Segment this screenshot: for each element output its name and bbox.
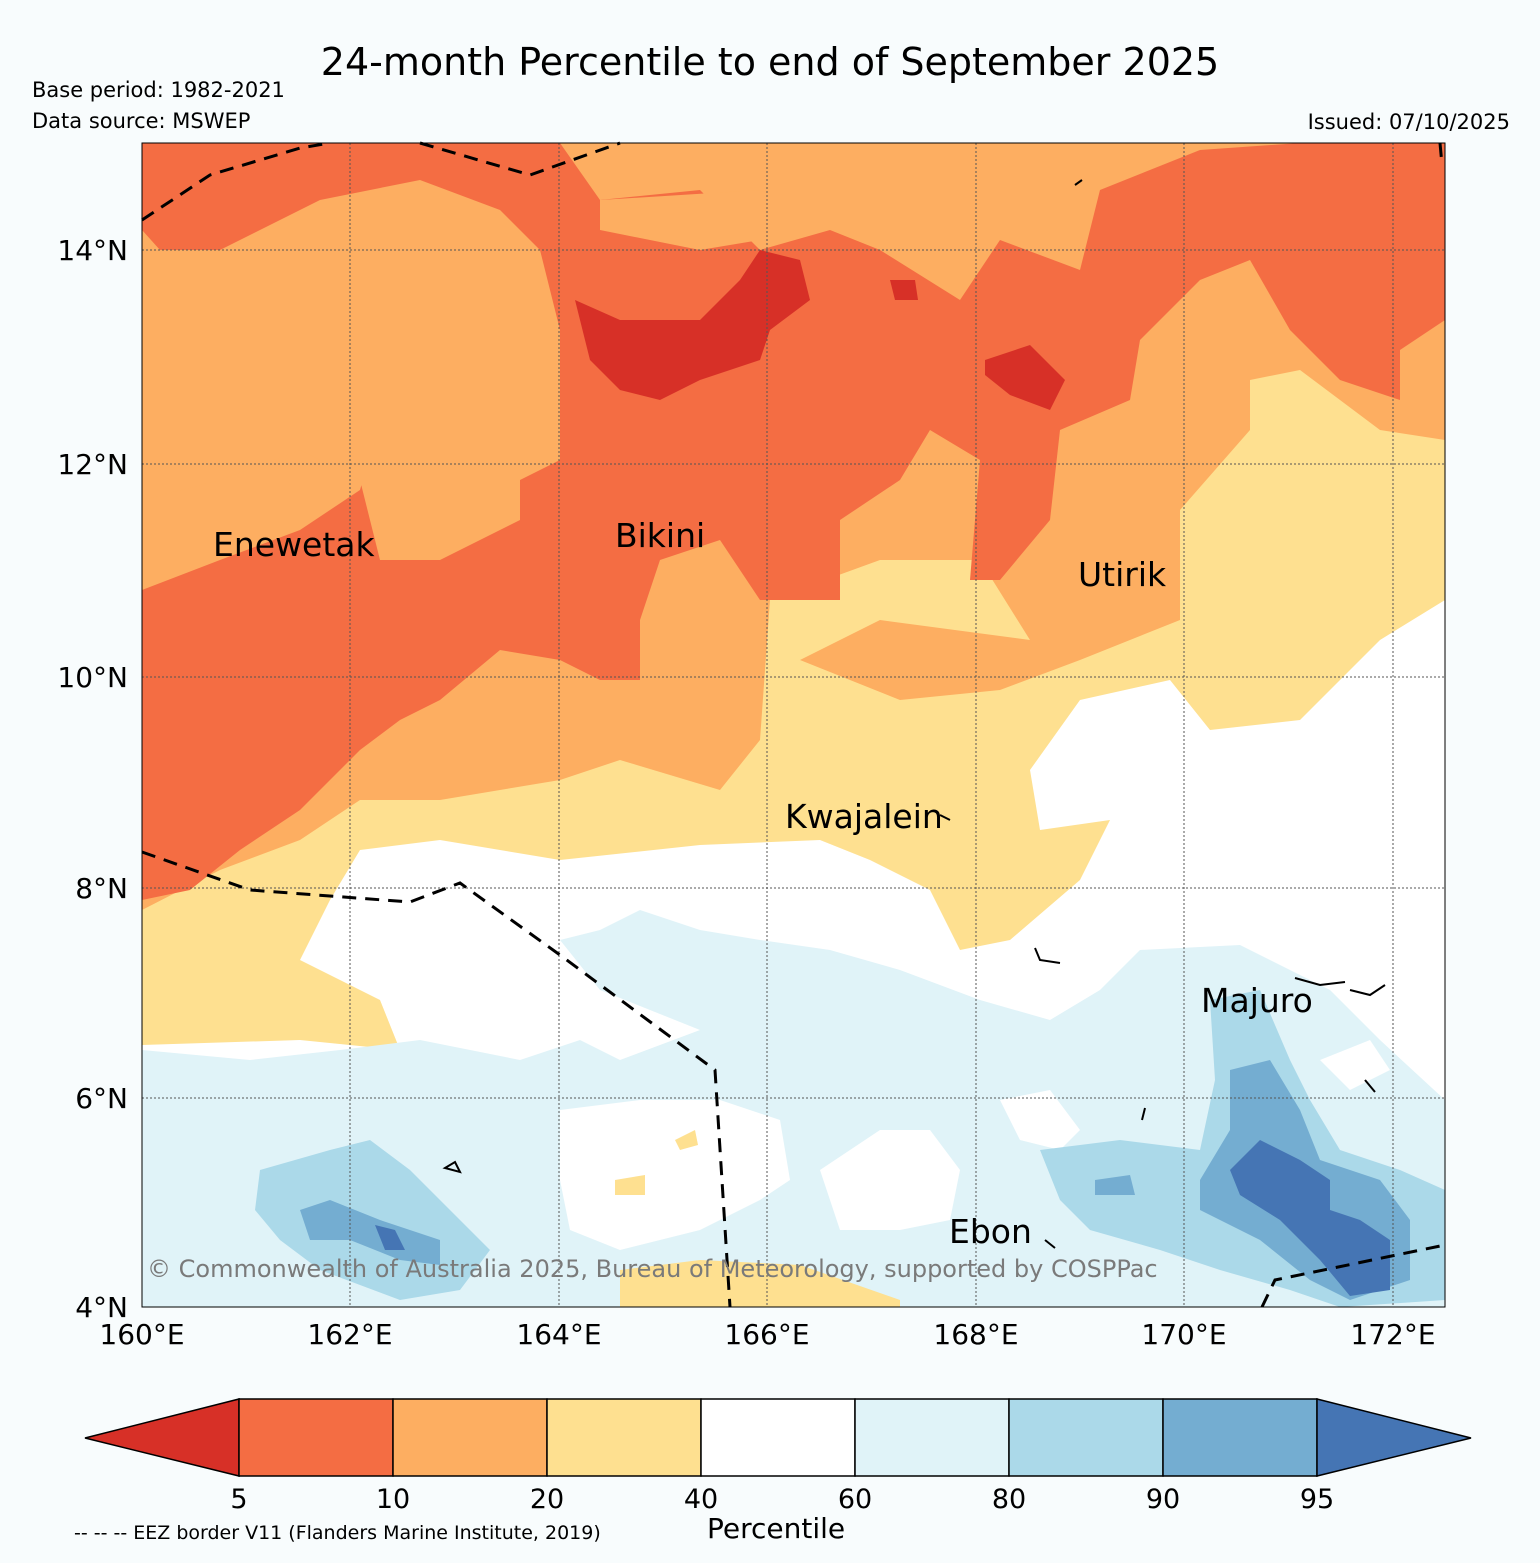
colorbar-label: Percentile [707, 1512, 846, 1545]
lon-tick: 172°E [1350, 1318, 1435, 1351]
place-label-enewetak: Enewetak [213, 525, 376, 564]
field-40-60-hole-b [820, 1130, 960, 1230]
field-20-40-patch-a [615, 1175, 645, 1195]
lat-tick: 8°N [75, 872, 128, 905]
field-90-95-patch [1095, 1175, 1135, 1195]
field-lt5-b [985, 345, 1065, 410]
graticule [142, 143, 1445, 1307]
colorbar-seg-20-40 [546, 1398, 702, 1477]
colorbar-tick: 90 [1146, 1484, 1180, 1515]
field-10-20-patch [600, 190, 760, 250]
field-90-95-west [300, 1200, 440, 1265]
lat-tick: 4°N [75, 1291, 128, 1324]
page-title: 24-month Percentile to end of September … [320, 40, 1220, 84]
lat-ticks: 4°N 6°N 8°N 10°N 12°N 14°N [57, 234, 128, 1324]
colorbar-seg-5-10 [238, 1398, 394, 1477]
colorbar-tick: 80 [992, 1484, 1026, 1515]
field-lt5-a [575, 250, 810, 400]
field-gt95-east [1230, 1140, 1390, 1296]
colorbar-seg-60-80 [854, 1398, 1010, 1477]
field-40-60-hole-d [1320, 1040, 1390, 1090]
colorbar-seg-gt95 [1316, 1398, 1472, 1477]
lat-tick: 10°N [57, 661, 128, 694]
colorbar-ticks: 5 10 20 40 60 80 90 95 [230, 1484, 1334, 1515]
field-40-60-hole-c [1000, 1090, 1080, 1150]
colorbar-seg-40-60 [700, 1398, 856, 1477]
colorbar-seg-10-20 [392, 1398, 548, 1477]
lat-tick: 12°N [57, 448, 128, 481]
lat-tick: 6°N [75, 1082, 128, 1115]
place-label-utirik: Utirik [1078, 555, 1167, 594]
map-frame [141, 142, 1446, 1308]
field-20-40-south [620, 1260, 900, 1307]
colorbar-tick: 95 [1300, 1484, 1334, 1515]
lon-tick: 168°E [933, 1318, 1018, 1351]
colorbar-tick: 40 [684, 1484, 718, 1515]
colorbar-tick: 5 [230, 1484, 247, 1515]
colorbar-seg-90-95 [1162, 1398, 1318, 1477]
base-period: Base period: 1982-2021 [32, 78, 285, 102]
eez-borders [141, 141, 1446, 1308]
lon-tick: 162°E [307, 1318, 392, 1351]
eez-legend-note: -- -- -- EEZ border V11 (Flanders Marine… [74, 1522, 601, 1544]
colorbar-tick: 10 [376, 1484, 410, 1515]
colorbar-seg-80-90 [1008, 1398, 1164, 1477]
lon-tick: 170°E [1141, 1318, 1226, 1351]
lon-tick: 160°E [99, 1318, 184, 1351]
colorbar-tick: 20 [530, 1484, 564, 1515]
field-lt5-c [890, 280, 918, 300]
lon-ticks: 160°E 162°E 164°E 166°E 168°E 170°E 172°… [99, 1318, 1435, 1351]
place-label-ebon: Ebon [949, 1212, 1032, 1251]
issued-date: Issued: 07/10/2025 [1307, 110, 1510, 134]
field-40-60-hole-a [560, 1100, 790, 1250]
lon-tick: 164°E [516, 1318, 601, 1351]
colorbar-tick: 60 [838, 1484, 872, 1515]
map-fields [142, 143, 1445, 1307]
copyright-notice: © Commonwealth of Australia 2025, Bureau… [147, 1255, 1158, 1283]
place-label-kwajalein: Kwajalein [785, 797, 943, 836]
place-label-bikini: Bikini [615, 516, 705, 555]
field-20-40-patch-b [675, 1130, 698, 1150]
field-gt95-west [375, 1225, 405, 1250]
colorbar-seg-lt5 [84, 1398, 240, 1477]
data-source: Data source: MSWEP [32, 109, 251, 133]
field-10-20-west [142, 180, 560, 560]
island-outlines [442, 179, 1386, 1249]
lat-tick: 14°N [57, 234, 128, 267]
place-label-majuro: Majuro [1201, 981, 1313, 1020]
colorbar [84, 1398, 1472, 1477]
place-labels: Enewetak Bikini Utirik Kwajalein Majuro … [213, 516, 1313, 1251]
lon-tick: 166°E [724, 1318, 809, 1351]
